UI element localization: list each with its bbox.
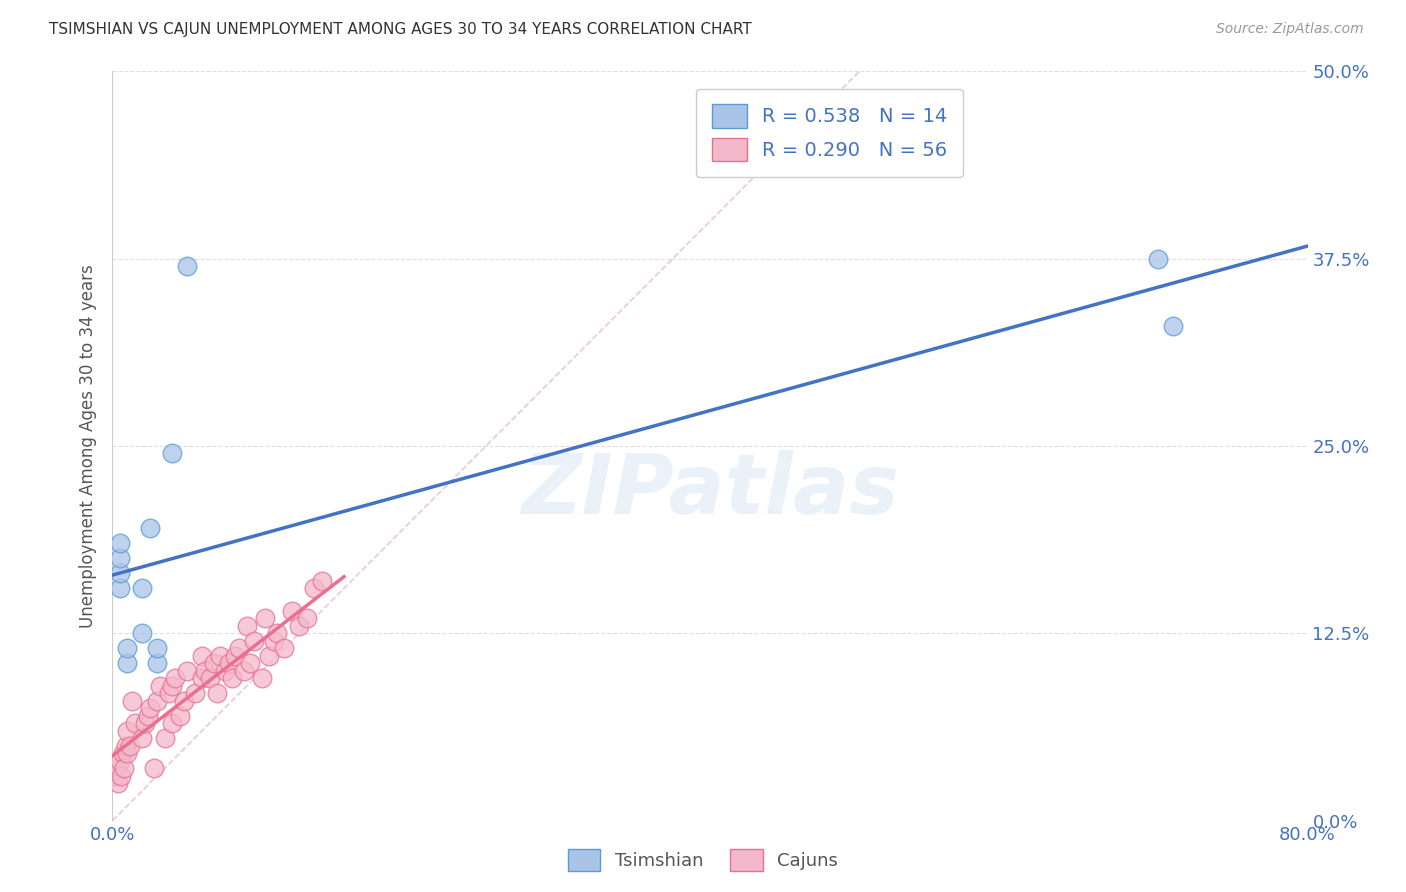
Legend: R = 0.538   N = 14, R = 0.290   N = 56: R = 0.538 N = 14, R = 0.290 N = 56 [696,88,963,177]
Point [131,582,153,596]
Point [288,619,311,633]
Point [149,679,172,693]
Point [191,648,214,663]
Point [162,716,183,731]
Point [131,626,153,640]
Point [169,708,191,723]
Point [115,739,138,753]
Point [273,641,295,656]
Point [139,701,162,715]
Point [139,521,162,535]
Y-axis label: Unemployment Among Ages 30 to 34 years: Unemployment Among Ages 30 to 34 years [79,264,97,628]
Point [138,708,160,723]
Point [228,641,250,656]
Point [209,648,232,663]
Point [157,686,180,700]
Point [173,694,195,708]
Point [114,761,135,775]
Point [121,694,143,708]
Point [1147,252,1170,266]
Point [108,566,131,581]
Point [183,686,205,700]
Point [108,551,131,566]
Point [117,746,139,760]
Point [198,671,221,685]
Point [124,716,146,731]
Point [117,723,139,738]
Point [205,686,228,700]
Point [191,671,214,685]
Point [108,582,131,596]
Point [311,574,333,588]
Point [266,626,288,640]
Point [176,664,198,678]
Point [143,761,166,775]
Point [176,259,198,273]
Point [104,769,127,783]
Point [146,657,169,671]
Point [120,739,142,753]
Point [221,671,243,685]
Point [134,716,156,731]
Point [194,664,217,678]
Point [146,641,169,656]
Point [107,776,129,790]
Point [236,619,259,633]
Point [263,633,285,648]
Point [146,694,169,708]
Point [239,657,262,671]
Point [153,731,176,746]
Point [224,648,246,663]
Point [253,611,276,625]
Point [281,604,304,618]
Point [165,671,187,685]
Point [214,664,236,678]
Text: Source: ZipAtlas.com: Source: ZipAtlas.com [1216,22,1364,37]
Point [162,679,183,693]
Point [162,446,183,460]
Point [105,761,128,775]
Point [302,582,325,596]
Point [117,657,139,671]
Text: ZIPatlas: ZIPatlas [522,450,898,532]
Point [111,746,134,760]
Point [1161,319,1184,334]
Point [259,648,281,663]
Legend: Tsimshian, Cajuns: Tsimshian, Cajuns [561,842,845,879]
Point [233,664,256,678]
Point [110,769,132,783]
Point [243,633,266,648]
Point [108,536,131,550]
Point [218,657,240,671]
Point [108,754,131,768]
Point [131,731,153,746]
Point [117,641,139,656]
Text: TSIMSHIAN VS CAJUN UNEMPLOYMENT AMONG AGES 30 TO 34 YEARS CORRELATION CHART: TSIMSHIAN VS CAJUN UNEMPLOYMENT AMONG AG… [49,22,752,37]
Point [202,657,225,671]
Point [295,611,318,625]
Point [250,671,273,685]
